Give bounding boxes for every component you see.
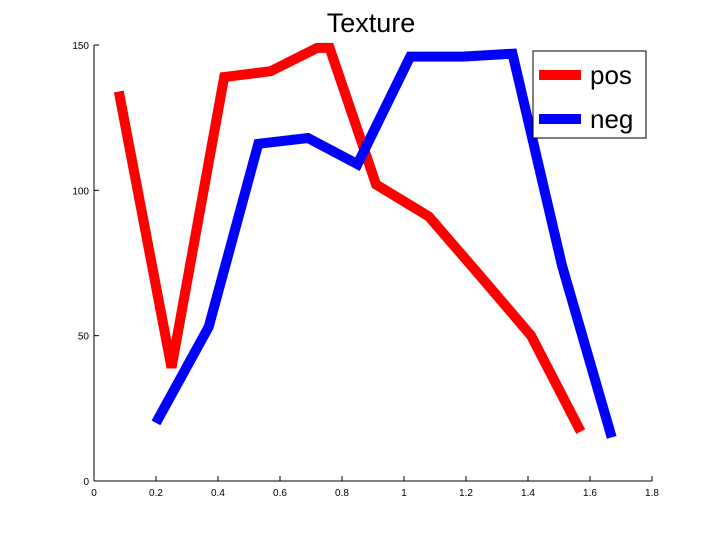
- x-tick-label: 1: [401, 488, 407, 499]
- x-tick-label: 0.2: [149, 488, 163, 499]
- legend-label-neg: neg: [590, 104, 633, 134]
- legend: pos neg: [532, 50, 647, 139]
- y-tick-label: 150: [72, 41, 89, 52]
- series-layer: [113, 42, 617, 439]
- x-tick-label: 1.4: [521, 488, 535, 499]
- chart-title: Texture: [327, 8, 416, 38]
- axes: 0 0.2 0.4 0.6 0.8 1 1.2 1.4 1.6 1.8 0 50 100 150: [72, 41, 659, 499]
- series-line-pos: [113, 42, 586, 434]
- y-tick-label: 50: [78, 332, 90, 343]
- x-tick-label: 1.6: [583, 488, 597, 499]
- x-tick-label: 0.8: [335, 488, 349, 499]
- x-tick-label: 0.6: [273, 488, 287, 499]
- series-line-neg: [151, 48, 617, 439]
- x-tick-label: 0: [91, 488, 97, 499]
- x-tick-label: 0.4: [211, 488, 225, 499]
- legend-label-pos: pos: [590, 60, 632, 90]
- y-tick-label: 100: [72, 186, 89, 197]
- x-tick-label: 1.8: [645, 488, 659, 499]
- y-tick-label: 0: [83, 477, 89, 488]
- x-tick-label: 1.2: [459, 488, 473, 499]
